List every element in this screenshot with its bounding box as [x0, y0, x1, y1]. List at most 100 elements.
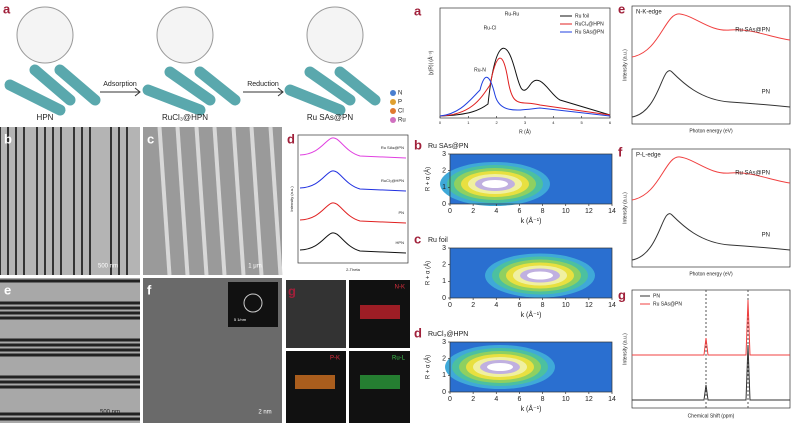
x-tick-label: 6: [517, 396, 521, 403]
contour: [487, 363, 513, 371]
x-axis-label: k (Å⁻¹): [521, 216, 542, 225]
x-tick-label: 4: [494, 302, 498, 309]
legend-label: RuCl₃@HPN: [575, 21, 604, 27]
panel-title: Ru SAs@PN: [428, 143, 469, 150]
plot-frame: [631, 148, 791, 268]
panel-label: d: [287, 131, 295, 146]
panel-label: a: [414, 3, 422, 18]
element-label: P-K: [330, 356, 340, 362]
x-tick-label: 12: [585, 396, 593, 403]
plot-frame: [449, 153, 613, 205]
y-tick-label: 2: [442, 262, 446, 269]
plot-frame: [631, 289, 791, 409]
y-tick-label: 0: [442, 389, 446, 396]
x-tick-label: 10: [562, 396, 570, 403]
curve-label: Ru SAs@PN: [381, 145, 404, 150]
curve: [439, 57, 611, 117]
x-tick-label: 2: [471, 208, 475, 215]
curve: [632, 344, 790, 401]
x-tick-label: 1: [467, 120, 470, 125]
x-axis-label: k (Å⁻¹): [521, 310, 542, 319]
legend-label: N: [398, 91, 402, 97]
x-tick-label: 0: [448, 302, 452, 309]
curve-label: PN: [762, 90, 770, 96]
x-axis-label: 2-Theta: [346, 267, 361, 272]
zoom-circle: [16, 6, 74, 64]
panel-label: e: [4, 282, 11, 297]
x-axis-label: Photon energy (eV): [689, 128, 733, 134]
x-tick-label: 10: [562, 208, 570, 215]
x-tick-label: 12: [585, 302, 593, 309]
fibre: [175, 126, 189, 276]
curve: [631, 70, 791, 118]
zoom-circle: [306, 6, 364, 64]
plot-frame: [631, 5, 791, 125]
curve: [299, 137, 407, 159]
legend-label: Ru foil: [575, 13, 589, 19]
plot-frame: [449, 341, 613, 393]
legend-label: PN: [653, 293, 660, 299]
x-tick-label: 3: [524, 120, 527, 125]
element-label: Ru-L: [392, 356, 406, 362]
x-tick-label: 0: [439, 120, 442, 125]
peak-label: Ru-N: [474, 67, 486, 73]
curve: [632, 299, 790, 356]
x-tick-label: 8: [541, 302, 545, 309]
x-tick-label: 2: [471, 396, 475, 403]
y-axis-label: |χ(R)| (Å⁻³): [427, 50, 434, 75]
peak-label: Ru-Cl: [484, 25, 497, 31]
panel-title: RuCl₃@HPN: [428, 331, 468, 338]
x-tick-label: 6: [609, 120, 612, 125]
y-tick-label: 1: [442, 278, 446, 285]
y-tick-label: 1: [442, 372, 446, 379]
y-axis-label: R + α (Å): [425, 167, 432, 191]
mapping-image: [286, 280, 346, 348]
legend-label: Cl: [398, 109, 404, 115]
panel-label: c: [414, 231, 421, 246]
y-tick-label: 0: [442, 295, 446, 302]
x-tick-label: 10: [562, 302, 570, 309]
stage-label: HPN: [37, 113, 54, 122]
fibre: [212, 126, 226, 276]
x-tick-label: 6: [517, 208, 521, 215]
stage-label: RuCl₃@HPN: [162, 113, 208, 122]
contour: [482, 180, 508, 188]
x-tick-label: 12: [585, 208, 593, 215]
legend-label: Ru SAs@PN: [653, 301, 682, 307]
x-tick-label: 2: [496, 120, 499, 125]
panel-label: f: [618, 144, 623, 159]
fibre: [157, 126, 171, 276]
curve: [439, 47, 611, 117]
saed-inset: [228, 282, 278, 327]
y-axis-label: Intensity (a.u.): [622, 333, 628, 365]
panel-label: g: [288, 283, 296, 298]
x-tick-label: 8: [541, 396, 545, 403]
curve-label: Ru SAs@PN: [735, 28, 770, 34]
y-tick-label: 3: [442, 245, 446, 252]
curve: [439, 77, 611, 117]
y-tick-label: 3: [442, 339, 446, 346]
curve-label: Ru SAs@PN: [735, 171, 770, 177]
x-tick-label: 4: [552, 120, 555, 125]
edge-label: N-K-edge: [636, 10, 662, 16]
panel-label: f: [147, 282, 152, 297]
scale-bar: 500 nm: [98, 264, 118, 270]
x-tick-label: 0: [448, 208, 452, 215]
panel-label: a: [3, 1, 11, 16]
curve-label: RuCl₃@HPN: [381, 178, 404, 183]
plot-frame: [449, 247, 613, 299]
curve: [299, 170, 407, 192]
legend-label: P: [398, 100, 402, 106]
y-tick-label: 2: [442, 168, 446, 175]
panel-label: c: [147, 131, 154, 146]
y-tick-label: 3: [442, 151, 446, 158]
y-axis-label: R + α (Å): [425, 355, 432, 379]
curve: [631, 13, 791, 58]
x-axis-label: Photon energy (eV): [689, 271, 733, 277]
plot-frame: [297, 134, 409, 264]
fibre: [249, 126, 263, 276]
edge-label: P-L-edge: [636, 153, 661, 159]
scale-bar: 1 μm: [248, 264, 261, 270]
y-tick-label: 2: [442, 356, 446, 363]
x-tick-label: 5: [581, 120, 584, 125]
